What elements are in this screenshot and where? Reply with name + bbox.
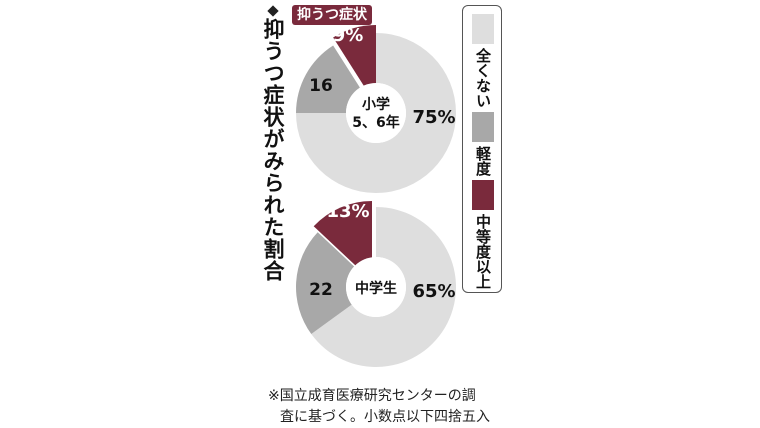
source-note-line-2: 査に基づく。小数点以下四捨五入 [280, 409, 490, 425]
legend-item-none: 全くない [471, 14, 495, 108]
legend-item-mild: 軽度 [471, 112, 495, 176]
chart-title: 抑うつ症状がみられた割合 [261, 18, 285, 282]
center-label-2-1: 中学生 [355, 280, 397, 297]
value-label-none-1: 75% [412, 107, 455, 128]
chart-title-block: 抑うつ症状がみられた割合 [258, 2, 288, 282]
slice-none-1 [296, 33, 456, 193]
legend-item-moderate: 中等度以上 [471, 180, 495, 289]
callout-label: 抑うつ症状 [292, 5, 372, 25]
legend-swatch-moderate [472, 180, 494, 210]
legend-label-mild: 軽度 [474, 146, 492, 176]
value-label-mild-2: 22 [309, 280, 333, 300]
donut-charts: 75% 16 9% 小学5、6年 65% 22 13% 中学生 [295, 25, 457, 368]
slice-mild-2 [295, 232, 355, 335]
value-label-moderate-1: 9% [333, 25, 364, 46]
legend-swatch-none [472, 14, 494, 44]
center-label-1-1: 小学 [362, 96, 390, 113]
donut-center-2 [346, 257, 406, 317]
slice-none-2 [311, 207, 457, 368]
donut-chart-1: 75% 16 9% 小学5、6年 [296, 25, 456, 193]
legend-label-none: 全くない [474, 48, 492, 108]
donut-center-1 [346, 83, 406, 143]
donut-chart-2: 65% 22 13% 中学生 [295, 201, 457, 368]
source-note-line-1: ※国立成育医療研究センターの調 [268, 388, 476, 404]
value-label-mild-1: 16 [309, 76, 333, 96]
source-note: ※国立成育医療研究センターの調 査に基づく。小数点以下四捨五入 [268, 386, 490, 428]
slice-moderate-2 [313, 201, 372, 281]
center-label-1-2: 5、6年 [352, 114, 399, 131]
legend: 全くない 軽度 中等度以上 [462, 5, 502, 293]
value-label-moderate-2: 13% [326, 201, 369, 222]
legend-swatch-mild [472, 112, 494, 142]
value-label-none-2: 65% [412, 281, 455, 302]
slice-mild-1 [296, 45, 360, 113]
legend-label-moderate: 中等度以上 [474, 214, 492, 289]
